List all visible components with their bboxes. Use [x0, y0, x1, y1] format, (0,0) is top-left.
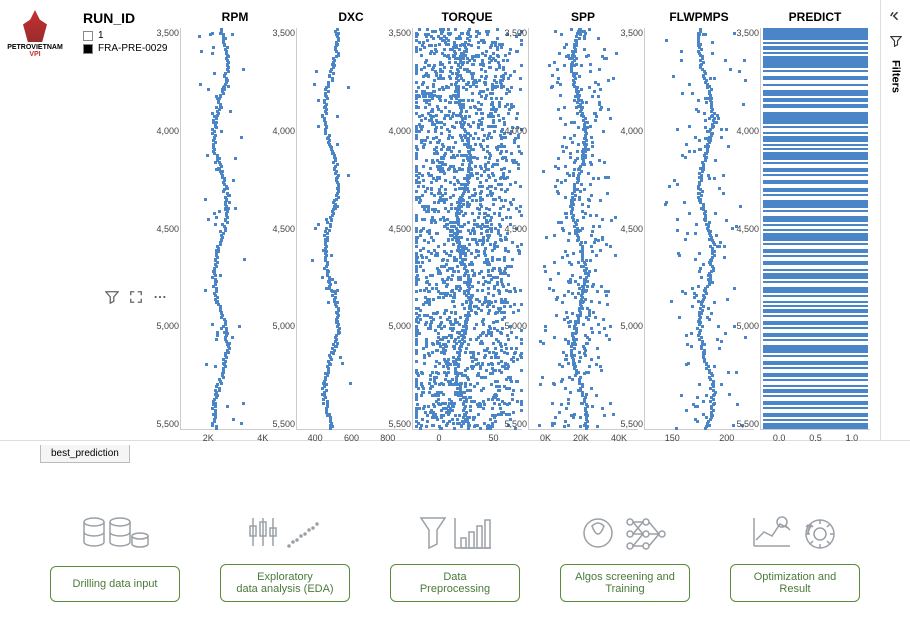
dashboard-top: PETROVIETNAM VPI RUN_ID 1FRA-PRE-0029 RP… [0, 0, 910, 440]
pipeline-icon [580, 508, 670, 558]
pipeline-step: Exploratorydata analysis (EDA) [220, 508, 350, 602]
flame-icon [23, 10, 47, 42]
chart-title: DXC [296, 10, 406, 24]
pipeline-icon [80, 510, 150, 560]
focus-icon[interactable] [129, 290, 143, 307]
pipeline-button[interactable]: Drilling data input [50, 566, 180, 602]
legend-swatch [83, 44, 93, 54]
chart-title: SPP [528, 10, 638, 24]
y-ticks: 3,5004,0004,5005,0005,500 [383, 28, 411, 429]
brand-logo: PETROVIETNAM VPI [5, 10, 65, 70]
brand-name: PETROVIETNAM [7, 44, 63, 51]
chart-body[interactable]: 3,5004,0004,5005,0005,5000.00.51.0 [760, 28, 870, 430]
brand-sub: VPI [29, 51, 40, 58]
y-ticks: 3,5004,0004,5005,0005,500 [499, 28, 527, 429]
plot-area [761, 28, 870, 429]
filter-icon[interactable] [105, 290, 119, 307]
pipeline-button[interactable]: DataPreprocessing [390, 564, 520, 602]
y-ticks: 3,5004,0004,5005,0005,500 [151, 28, 179, 429]
chart-title: FLWPMPS [644, 10, 754, 24]
pipeline-icon [245, 508, 325, 558]
pipeline-step: DataPreprocessing [390, 508, 520, 602]
pipeline-step: Drilling data input [50, 510, 180, 602]
pipeline-icon [415, 508, 495, 558]
x-ticks: 2K4K [181, 433, 290, 443]
pipeline-step: Optimization andResult [730, 508, 860, 602]
pipeline-step: Algos screening andTraining [560, 508, 690, 602]
legend-swatch [83, 31, 93, 41]
chart-title: PREDICT [760, 10, 870, 24]
charts-area: RPM3,5004,0004,5005,0005,5002K4KDXC3,500… [180, 0, 910, 440]
filter-funnel-icon[interactable] [890, 35, 902, 50]
tab-row: best_prediction [0, 440, 910, 467]
legend-item-label: 1 [98, 30, 104, 41]
x-ticks: 050 [413, 433, 522, 443]
pipeline-icon [750, 508, 840, 558]
filters-panel[interactable]: Filters [880, 0, 910, 440]
chart-panel-predict: PREDICT 3,5004,0004,5005,0005,5000.00.51.… [760, 10, 870, 430]
y-ticks: 3,5004,0004,5005,0005,500 [615, 28, 643, 429]
legend-title: RUN_ID [83, 10, 167, 26]
x-ticks: 150200 [645, 433, 754, 443]
x-ticks: 0.00.51.0 [761, 433, 870, 443]
pipeline-button[interactable]: Exploratorydata analysis (EDA) [220, 564, 350, 602]
pipeline-button[interactable]: Optimization andResult [730, 564, 860, 602]
chart-title: RPM [180, 10, 290, 24]
x-ticks: 400600800 [297, 433, 406, 443]
collapse-icon[interactable] [890, 10, 902, 25]
filters-label: Filters [890, 60, 902, 93]
x-ticks: 0K20K40K [529, 433, 638, 443]
chart-title: TORQUE [412, 10, 522, 24]
y-ticks: 3,5004,0004,5005,0005,500 [267, 28, 295, 429]
pipeline-row: Drilling data input Exploratorydata analy… [0, 467, 910, 617]
tab-best-prediction[interactable]: best_prediction [40, 445, 130, 463]
pipeline-button[interactable]: Algos screening andTraining [560, 564, 690, 602]
y-ticks: 3,5004,0004,5005,0005,500 [731, 28, 759, 429]
